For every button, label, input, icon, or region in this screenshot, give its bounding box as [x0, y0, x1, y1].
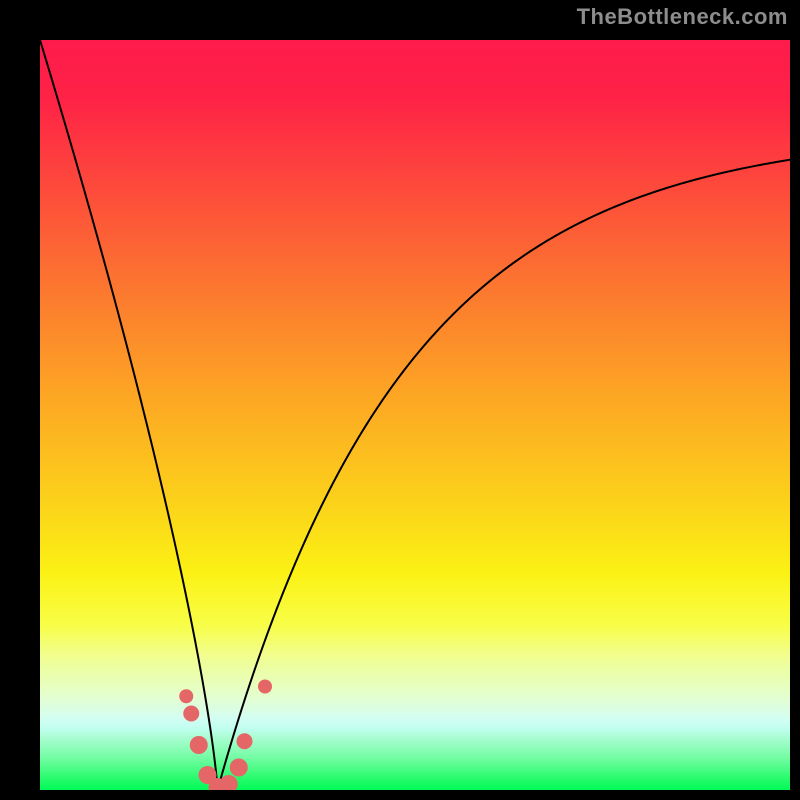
watermark-text: TheBottleneck.com: [577, 4, 788, 30]
frame-left: [0, 0, 40, 800]
curve-marker: [179, 689, 193, 703]
plot-background: [40, 40, 790, 790]
curve-marker: [230, 759, 248, 777]
curve-marker: [190, 736, 208, 754]
chart-stage: TheBottleneck.com: [0, 0, 800, 800]
frame-bottom: [0, 790, 800, 800]
curve-marker: [258, 680, 272, 694]
curve-marker: [237, 733, 253, 749]
frame-right: [790, 0, 800, 800]
bottleneck-chart-svg: [0, 0, 800, 800]
curve-marker: [183, 706, 199, 722]
